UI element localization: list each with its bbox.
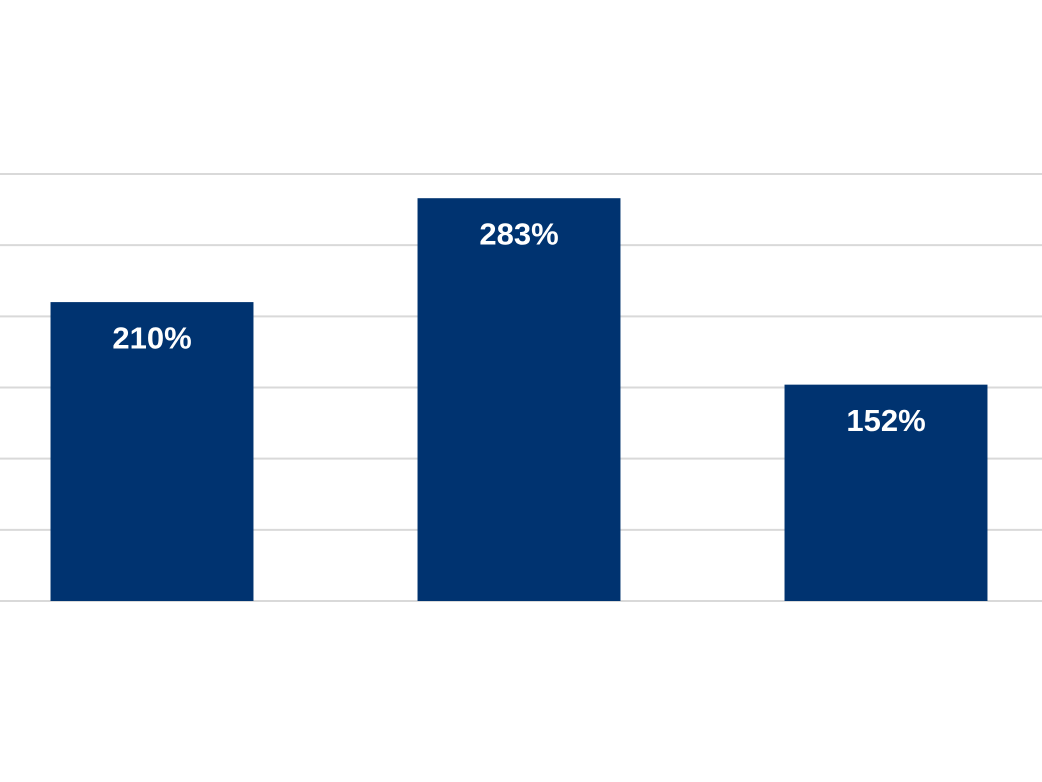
bar — [784, 384, 988, 601]
bar — [50, 302, 254, 601]
data-label: 210% — [112, 320, 191, 355]
bar — [417, 198, 621, 602]
data-label: 283% — [479, 216, 558, 251]
data-label: 152% — [846, 403, 925, 438]
